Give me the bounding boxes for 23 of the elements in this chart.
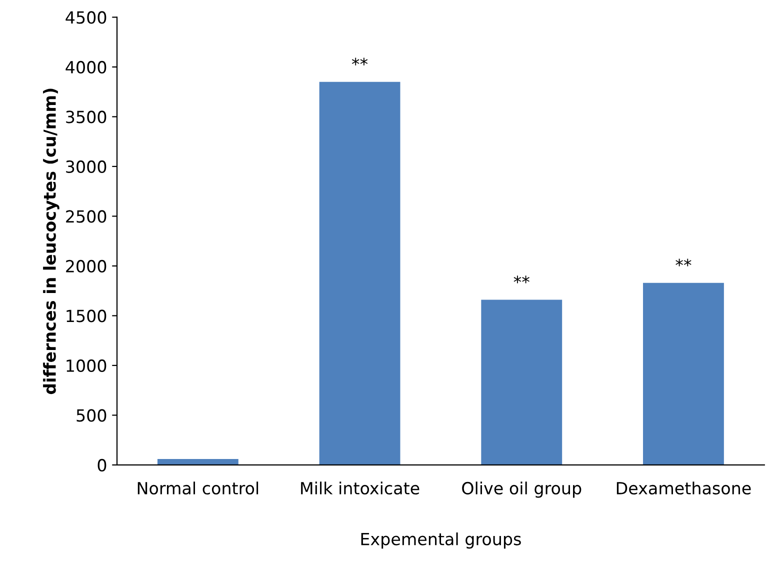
- bar: [481, 300, 562, 465]
- bar: [157, 458, 238, 465]
- x-axis-title: Expemental groups: [361, 532, 521, 549]
- y-tick-label: 4000: [66, 60, 106, 74]
- annotation: **: [352, 58, 368, 66]
- y-tick-label: 3500: [66, 110, 106, 124]
- x-tick-label: Milk intoxicate: [301, 482, 420, 495]
- y-tick-label: 1000: [66, 359, 106, 372]
- bar: [319, 82, 400, 465]
- annotation: **: [676, 258, 692, 266]
- bar: [643, 282, 724, 465]
- y-tick-label: 2500: [66, 210, 106, 223]
- x-tick-label: Dexamethasone: [616, 482, 751, 495]
- annotation: **: [514, 276, 530, 284]
- y-tick-label: 1500: [66, 310, 106, 322]
- y-tick-label: 3000: [66, 160, 106, 174]
- y-tick-label: 2000: [66, 260, 106, 273]
- y-tick-label: 0: [98, 458, 106, 472]
- y-tick-label: 4500: [66, 11, 106, 24]
- y-axis-title: differnces in leucocytes (cu/mm): [43, 88, 60, 394]
- x-tick-label: Olive oil group: [462, 482, 582, 498]
- y-tick-label: 500: [76, 409, 106, 422]
- x-tick-label: Normal control: [138, 482, 258, 495]
